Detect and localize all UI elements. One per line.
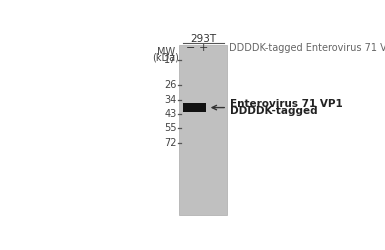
Text: MW: MW: [157, 47, 175, 57]
Text: DDDDK-tagged Enterovirus 71 VP1: DDDDK-tagged Enterovirus 71 VP1: [229, 43, 385, 53]
Text: 26: 26: [164, 80, 176, 90]
Text: 293T: 293T: [190, 34, 216, 44]
Bar: [179, 46, 227, 215]
Text: +: +: [199, 43, 208, 53]
Text: DDDDK-tagged: DDDDK-tagged: [229, 106, 317, 116]
Text: (kDa): (kDa): [152, 53, 179, 63]
Text: 34: 34: [164, 95, 176, 105]
Text: 43: 43: [164, 109, 176, 119]
Text: 17: 17: [164, 55, 176, 65]
Bar: [183, 103, 206, 112]
Text: 55: 55: [164, 123, 176, 133]
Text: Enterovirus 71 VP1: Enterovirus 71 VP1: [229, 99, 342, 109]
Text: 72: 72: [164, 138, 176, 147]
Text: −: −: [186, 43, 195, 53]
